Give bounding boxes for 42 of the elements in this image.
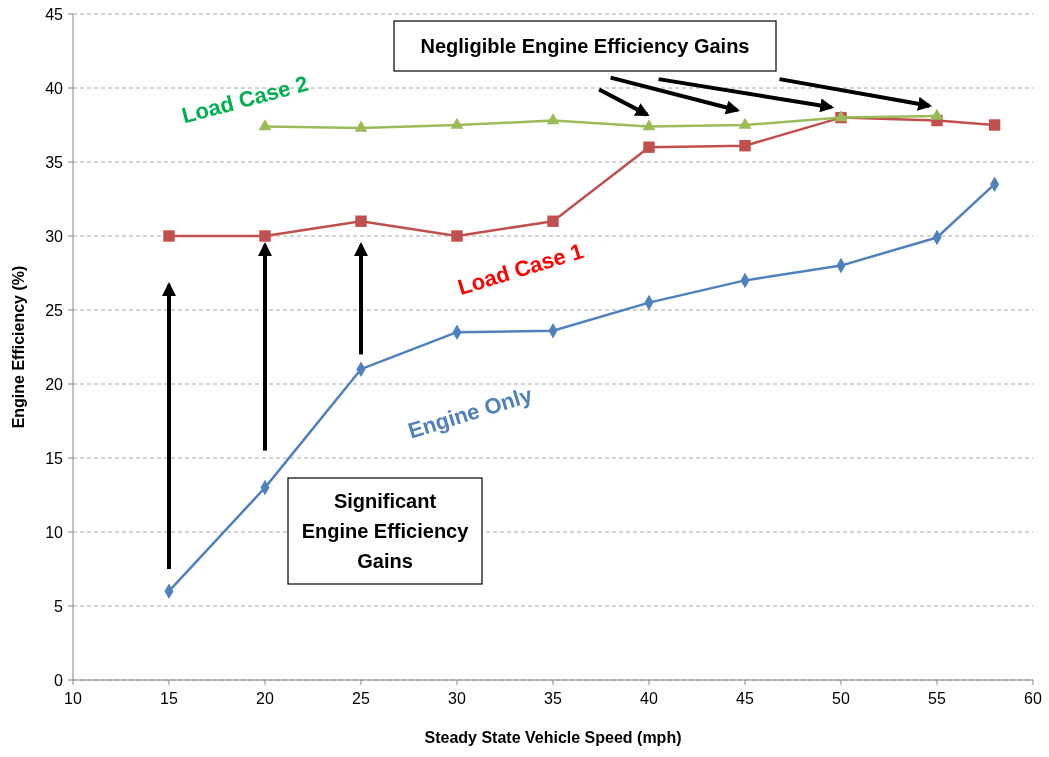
annotation: Significant Engine Efficiency Gains <box>301 490 470 572</box>
point <box>988 119 1001 131</box>
x-tick-label: 15 <box>160 690 178 707</box>
x-tick-label: 20 <box>256 690 274 707</box>
x-tick-label: 40 <box>640 690 658 707</box>
point <box>546 113 560 125</box>
point <box>642 119 656 131</box>
y-tick-label: 20 <box>45 376 64 393</box>
annotation: Negligible Engine Efficiency Gains <box>420 35 750 57</box>
x-tick-label: 50 <box>832 690 850 707</box>
point <box>739 140 751 152</box>
point <box>258 119 272 131</box>
x-tick-label: 25 <box>352 690 370 707</box>
x-tick-label: 35 <box>544 690 562 707</box>
x-tick-label: 30 <box>448 690 466 707</box>
y-tick-label: 5 <box>54 598 64 615</box>
text: Engine Only <box>405 381 536 444</box>
point <box>163 230 175 242</box>
y-tick-label: 0 <box>54 672 64 689</box>
point <box>354 120 368 132</box>
point <box>451 230 463 242</box>
y-tick-label: 25 <box>45 302 64 319</box>
point <box>930 108 944 120</box>
x-tick-label: 60 <box>1024 690 1042 707</box>
text: Load Case 1 <box>454 238 587 300</box>
y-tick-label: 10 <box>45 524 64 541</box>
x-axis-title: Steady State Vehicle Speed (mph) <box>424 729 682 746</box>
x-tick-label: 45 <box>736 690 754 707</box>
y-tick-label: 40 <box>45 80 64 97</box>
y-tick-label: 30 <box>45 228 64 245</box>
point <box>643 141 655 153</box>
y-tick-label: 15 <box>45 450 64 467</box>
text: Load Case 2 <box>179 70 311 129</box>
point <box>355 215 367 227</box>
point <box>259 230 271 242</box>
y-axis-title: Engine Efficiency (%) <box>10 265 27 429</box>
point <box>738 117 752 129</box>
x-tick-label: 55 <box>928 690 946 707</box>
point <box>450 117 464 129</box>
point <box>547 215 559 227</box>
y-tick-label: 35 <box>45 154 64 171</box>
y-tick-label: 45 <box>45 6 64 23</box>
